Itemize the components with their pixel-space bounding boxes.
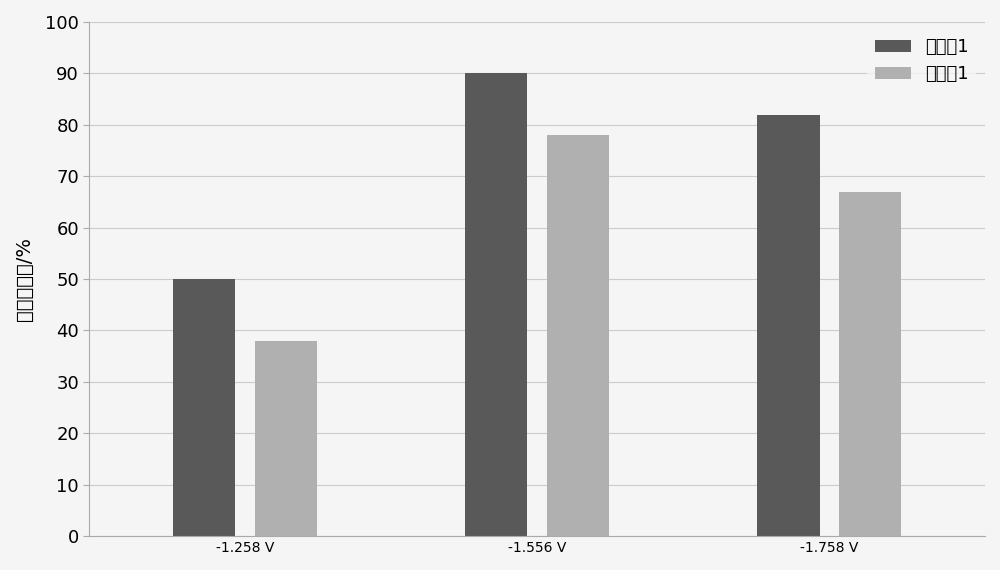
Legend: 实施例1, 对比例1: 实施例1, 对比例1 <box>867 31 976 91</box>
Bar <box>547 135 609 536</box>
Bar <box>839 192 901 536</box>
Bar <box>255 341 317 536</box>
Bar <box>757 115 820 536</box>
Bar <box>465 74 527 536</box>
Y-axis label: 法拉第效率/%: 法拉第效率/% <box>15 237 34 321</box>
Bar <box>173 279 235 536</box>
